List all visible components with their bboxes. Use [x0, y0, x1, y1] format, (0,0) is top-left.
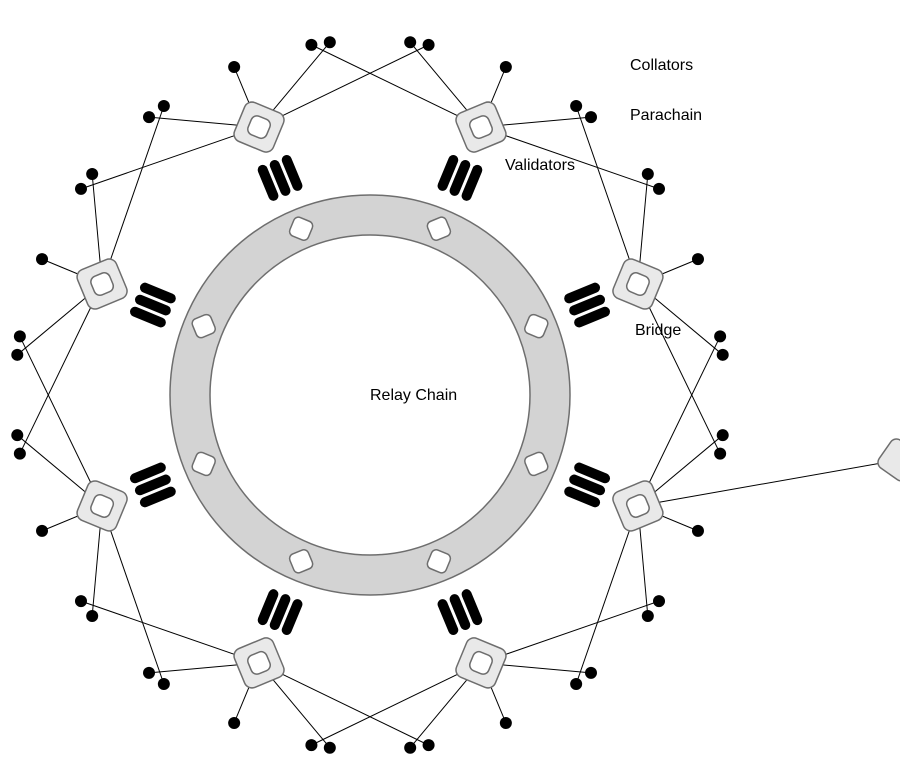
collator-dot — [158, 100, 170, 112]
collator-link — [102, 506, 164, 684]
collator-dot — [158, 678, 170, 690]
collator-dot — [75, 595, 87, 607]
collator-dot — [86, 168, 98, 180]
collator-dot — [305, 39, 317, 51]
collator-dot — [14, 330, 26, 342]
validators-label: Validators — [505, 157, 575, 174]
collator-link — [20, 336, 102, 506]
collator-dot — [404, 36, 416, 48]
collator-dot — [653, 595, 665, 607]
collator-dot — [228, 717, 240, 729]
collator-link — [638, 284, 720, 454]
collator-dot — [423, 39, 435, 51]
collator-dot — [11, 429, 23, 441]
collator-link — [638, 336, 720, 506]
collator-dot — [714, 330, 726, 342]
parachain-unit — [523, 330, 900, 690]
collator-dot — [692, 253, 704, 265]
collator-link — [259, 663, 429, 745]
collator-dot — [14, 448, 26, 460]
bridge-link — [638, 460, 899, 506]
collator-link — [81, 601, 259, 663]
collator-link — [102, 106, 164, 284]
bridge-node — [875, 436, 900, 483]
collator-dot — [570, 678, 582, 690]
collator-link — [576, 506, 638, 684]
collator-dot — [585, 667, 597, 679]
collator-dot — [714, 448, 726, 460]
collator-dot — [36, 525, 48, 537]
collator-dot — [570, 100, 582, 112]
collator-link — [311, 45, 481, 127]
collator-link — [20, 284, 102, 454]
collator-link — [481, 601, 659, 663]
collator-dot — [11, 349, 23, 361]
collator-dot — [423, 739, 435, 751]
collator-dot — [717, 429, 729, 441]
collator-dot — [500, 717, 512, 729]
collator-link — [259, 45, 429, 127]
collator-dot — [653, 183, 665, 195]
collators-label: Collators — [630, 57, 693, 74]
collator-dot — [228, 61, 240, 73]
collator-dot — [585, 111, 597, 123]
collator-link — [311, 663, 481, 745]
collator-dot — [500, 61, 512, 73]
collator-dot — [143, 111, 155, 123]
collator-dot — [642, 610, 654, 622]
collator-dot — [75, 183, 87, 195]
collator-dot — [305, 739, 317, 751]
collator-dot — [86, 610, 98, 622]
diagram-canvas: Relay Chain Collators Parachain Validators B… — [0, 0, 900, 757]
collator-link — [81, 127, 259, 189]
collator-dot — [404, 742, 416, 754]
collator-dot — [143, 667, 155, 679]
collator-dot — [324, 742, 336, 754]
collator-dot — [642, 168, 654, 180]
bridge-label: Bridge — [635, 322, 681, 339]
collator-dot — [692, 525, 704, 537]
relay-chain-label: Relay Chain — [370, 387, 457, 404]
parachain-label: Parachain — [630, 107, 702, 124]
collator-link — [576, 106, 638, 284]
collator-dot — [36, 253, 48, 265]
collator-dot — [324, 36, 336, 48]
collator-dot — [717, 349, 729, 361]
